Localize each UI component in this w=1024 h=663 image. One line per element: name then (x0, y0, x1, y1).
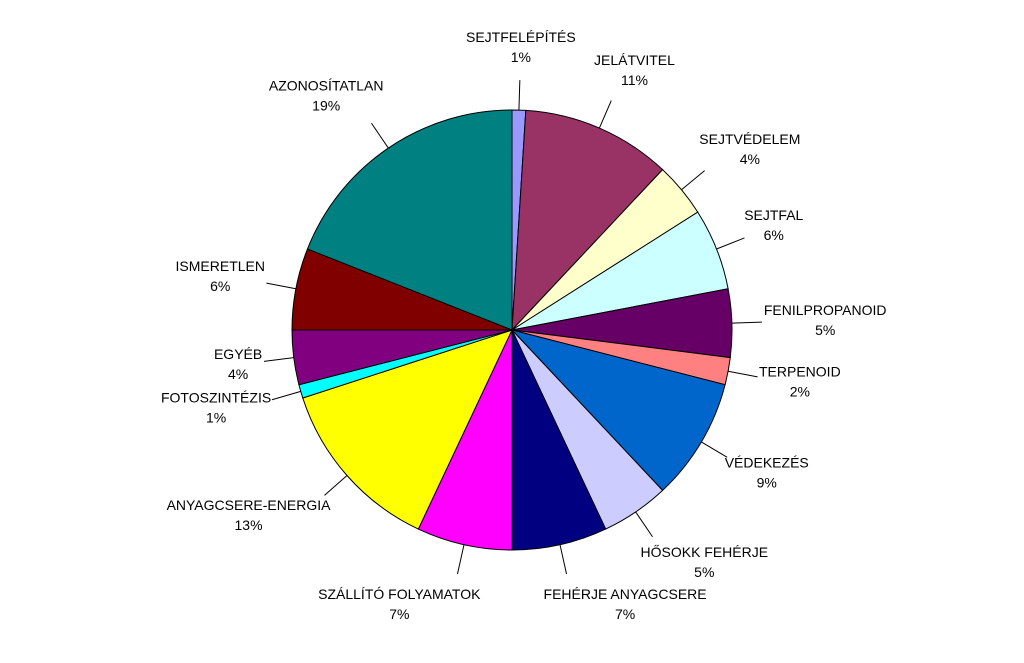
slice-label: EGYÉB (214, 346, 262, 362)
value-label: 5% (815, 322, 835, 338)
value-label: 19% (312, 97, 340, 113)
leader-line (598, 100, 612, 129)
value-label: 7% (389, 606, 409, 622)
slice-label: SEJTFELÉPÍTÉS (466, 29, 576, 45)
leader-line (681, 170, 705, 191)
slice-label: SEJTVÉDELEM (699, 131, 800, 147)
leader-line (701, 441, 728, 458)
leader-line (456, 544, 465, 575)
value-label: 11% (621, 72, 648, 88)
value-label: 5% (694, 564, 714, 580)
value-label: 6% (764, 227, 784, 243)
slice-label: SZÁLLÍTÓ FOLYAMATOK (318, 586, 481, 602)
slice-label: FENILPROPANOID (764, 302, 887, 318)
slice-label: FOTOSZINTÉZIS (161, 389, 271, 405)
leader-line (266, 282, 296, 290)
slice-label: JELÁTVITEL (594, 52, 675, 68)
value-label: 1% (511, 49, 531, 65)
value-label: 4% (228, 366, 248, 382)
leader-line (635, 511, 653, 538)
pie-slice (510, 329, 726, 492)
value-label: 13% (235, 517, 263, 533)
leader-line (518, 80, 521, 111)
value-label: 1% (206, 409, 226, 425)
pie-slice (302, 329, 513, 530)
slice-label: FEHÉRJE ANYAGCSERE (544, 586, 707, 602)
value-label: 7% (615, 606, 635, 622)
leader-line (731, 321, 762, 324)
leader-line (728, 370, 758, 378)
slice-label: SEJTFAL (744, 207, 803, 223)
leader-line (559, 544, 568, 575)
value-label: 4% (740, 151, 760, 167)
leader-line (324, 475, 348, 496)
slice-label: ANYAGCSERE-ENERGIA (167, 497, 332, 513)
slice-label: VÉDEKEZÉS (725, 454, 809, 470)
value-label: 9% (757, 474, 777, 490)
leader-line (371, 122, 389, 149)
leader-line (716, 237, 745, 250)
slice-label: HŐSOKK FEHÉRJE (641, 544, 769, 560)
slice-label: ISMERETLEN (176, 258, 265, 274)
leader-line (271, 390, 301, 401)
leader-line (263, 357, 294, 362)
value-label: 6% (210, 278, 230, 294)
pie-slice (511, 109, 664, 332)
value-label: 2% (790, 384, 810, 400)
slice-label: AZONOSÍTATLAN (269, 77, 384, 93)
slice-label: TERPENOID (759, 364, 841, 380)
